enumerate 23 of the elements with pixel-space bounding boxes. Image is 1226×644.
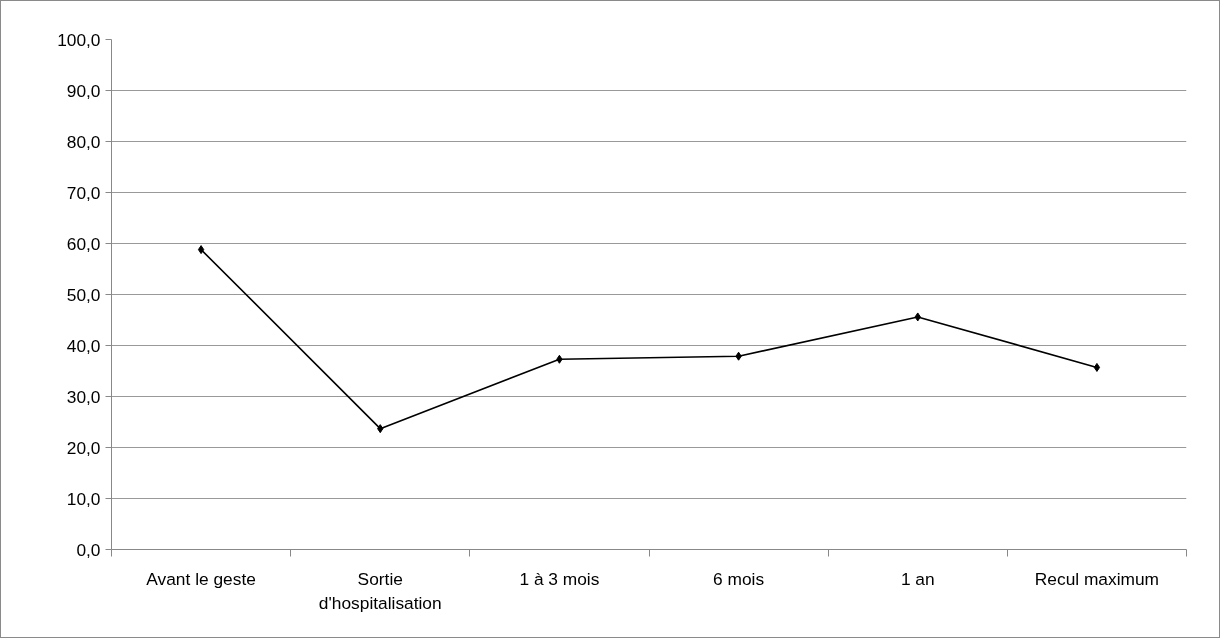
y-tick-label: 20,0	[66, 437, 101, 458]
point	[1093, 362, 1101, 372]
point	[197, 245, 205, 255]
y-tick-label: 60,0	[66, 233, 101, 254]
y-tick-label: 100,0	[57, 29, 101, 50]
point	[556, 354, 563, 364]
x-tick-label: Recul maximum	[1034, 568, 1160, 589]
x-tick-label: 1 à 3 mois	[519, 568, 600, 589]
y-tick-label: 10,0	[66, 488, 101, 509]
x-tick-label: Sortie d'hospitalisation	[318, 568, 442, 613]
point	[377, 424, 384, 434]
y-tick-label: 90,0	[66, 80, 101, 101]
y-tick-label: 80,0	[66, 131, 101, 152]
point	[914, 312, 921, 322]
x-tick-label: 6 mois	[713, 568, 765, 589]
x-tick-label: Avant le geste	[146, 568, 256, 589]
point	[735, 351, 742, 361]
y-tick-label: 50,0	[66, 284, 101, 305]
y-tick-label: 70,0	[66, 182, 101, 203]
y-tick-label: 40,0	[66, 335, 101, 356]
x-tick-label: 1 an	[900, 568, 935, 589]
y-tick-label: 0,0	[76, 539, 101, 560]
y-tick-label: 30,0	[66, 386, 101, 407]
